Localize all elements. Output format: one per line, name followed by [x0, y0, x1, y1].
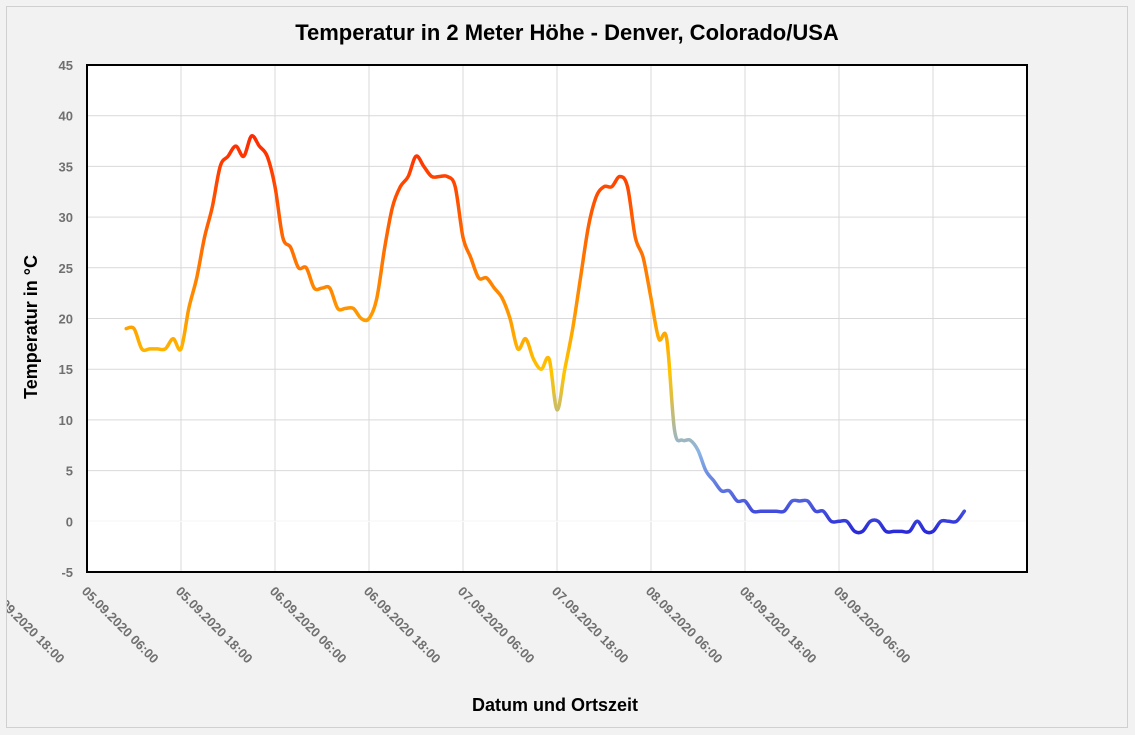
y-tick-label: 40 [59, 109, 73, 124]
chart-title: Temperatur in 2 Meter Höhe - Denver, Col… [295, 20, 839, 45]
x-tick-label: 05.09.2020 18:00 [173, 584, 256, 667]
y-tick-label: 30 [59, 210, 73, 225]
y-axis-ticks: 45 40 35 30 25 20 15 10 5 0 -5 [59, 58, 73, 580]
series-line-temperature [124, 134, 967, 535]
x-tick-label: 07.09.2020 18:00 [549, 584, 632, 667]
x-tick-label: 04.09.2020 18:00 [7, 584, 68, 667]
y-tick-label: 35 [59, 159, 73, 174]
y-tick-label: -5 [61, 565, 73, 580]
x-tick-label: 06.09.2020 18:00 [361, 584, 444, 667]
x-tick-label: 07.09.2020 06:00 [455, 584, 538, 667]
y-tick-label: 25 [59, 261, 73, 276]
x-axis-ticks: 04.09.2020 18:00 05.09.2020 06:00 05.09.20… [7, 584, 914, 667]
y-tick-label: 5 [66, 464, 73, 479]
y-tick-label: 0 [66, 514, 73, 529]
x-tick-label: 08.09.2020 06:00 [643, 584, 726, 667]
x-tick-label: 06.09.2020 06:00 [267, 584, 350, 667]
x-tick-label: 08.09.2020 18:00 [737, 584, 820, 667]
y-tick-label: 20 [59, 312, 73, 327]
x-tick-label: 05.09.2020 06:00 [79, 584, 162, 667]
x-tick-label: 09.09.2020 06:00 [831, 584, 914, 667]
x-axis-label: Datum und Ortszeit [472, 695, 638, 715]
temperature-chart: Temperatur in 2 Meter Höhe - Denver, Col… [7, 20, 1028, 715]
y-tick-label: 45 [59, 58, 73, 73]
y-axis-label: Temperatur in °C [21, 255, 41, 399]
y-tick-label: 10 [59, 413, 73, 428]
chart-frame: Temperatur in 2 Meter Höhe - Denver, Col… [6, 6, 1128, 728]
plot-border [86, 64, 1028, 573]
y-tick-label: 15 [59, 362, 73, 377]
